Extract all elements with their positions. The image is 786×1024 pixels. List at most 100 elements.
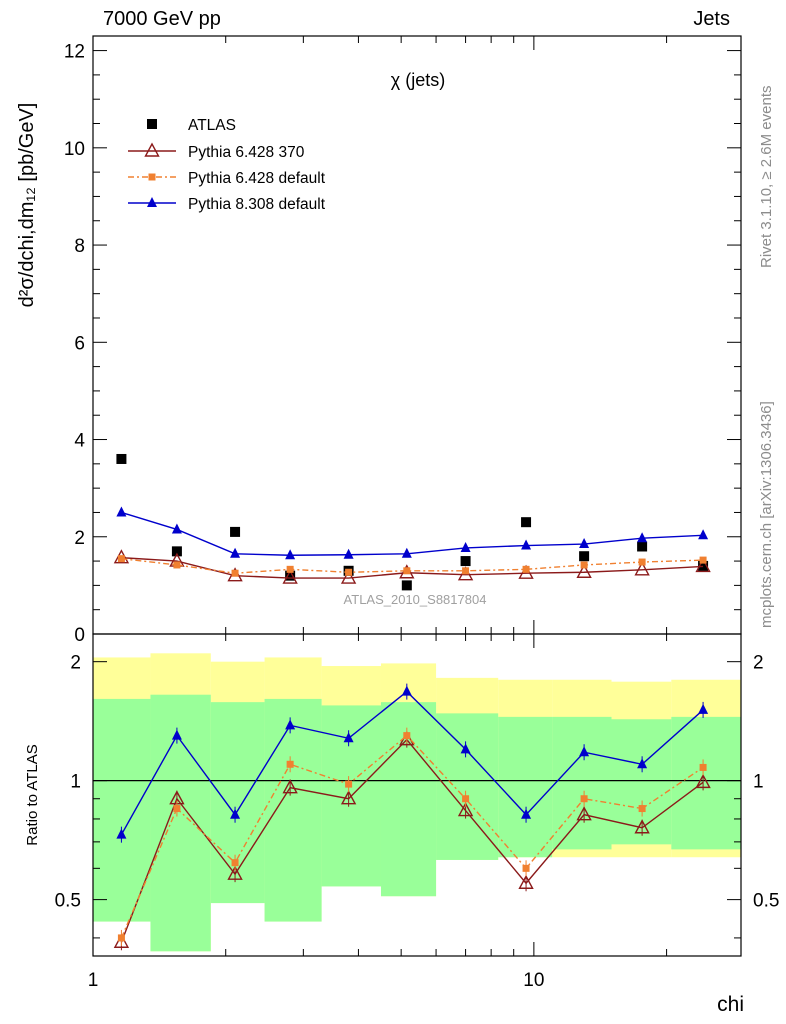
ratio-point-pythia-8-308-default bbox=[460, 743, 471, 754]
ratio-band-inner bbox=[93, 698, 151, 922]
main-point-pythia-8-308-default bbox=[637, 532, 648, 543]
main-point-atlas bbox=[401, 580, 412, 591]
ratio-ytick-label-right: 1 bbox=[753, 772, 764, 793]
ratio-point-pythia-8-308-default bbox=[116, 828, 127, 839]
ratio-point-pythia-6-428-default bbox=[580, 795, 588, 803]
main-point-pythia-8-308-default bbox=[230, 547, 241, 558]
main-point-pythia-6-428-default bbox=[345, 568, 353, 576]
main-point-atlas bbox=[285, 570, 296, 581]
ratio-ytick-label: 1 bbox=[70, 772, 81, 793]
ratio-point-pythia-6-428-370 bbox=[576, 806, 592, 821]
main-point-pythia-6-428-default bbox=[173, 561, 181, 569]
ratio-point-pythia-6-428-default bbox=[522, 864, 530, 872]
main-point-atlas bbox=[116, 453, 127, 464]
main-point-pythia-6-428-default bbox=[117, 555, 125, 563]
main-ylabel: d²σ/dchi,dm₁₂ [pb/GeV] bbox=[16, 103, 38, 308]
main-point-pythia-6-428-default bbox=[580, 561, 588, 569]
legend-label-pythia-8-308-default: Pythia 8.308 default bbox=[188, 196, 326, 213]
ratio-point-pythia-6-428-default bbox=[286, 760, 294, 768]
ratio-point-pythia-8-308-default bbox=[698, 703, 709, 714]
ratio-band-inner bbox=[671, 716, 741, 850]
main-point-pythia-6-428-370 bbox=[634, 561, 650, 576]
main-point-pythia-6-428-default bbox=[286, 565, 294, 573]
ratio-band-inner bbox=[380, 702, 437, 897]
ratio-ytick-label: 0.5 bbox=[55, 891, 81, 912]
main-panel: ATLAS_2010_S8817804 χ (jets) ATLAS Pythia 6… bbox=[16, 35, 742, 646]
analysis-watermark: ATLAS_2010_S8817804 bbox=[344, 592, 487, 607]
main-point-pythia-6-428-default bbox=[638, 558, 646, 566]
xtick-label: 10 bbox=[523, 970, 544, 991]
ratio-point-pythia-8-308-default bbox=[230, 808, 241, 819]
ratio-ytick-label: 2 bbox=[70, 653, 81, 674]
main-line-pythia-8-308-default bbox=[121, 511, 704, 556]
xtick-label: 1 bbox=[88, 970, 99, 991]
main-point-pythia-8-308-default bbox=[521, 539, 532, 550]
main-point-atlas bbox=[460, 556, 471, 567]
ratio-point-pythia-6-428-370 bbox=[695, 773, 711, 789]
main-point-pythia-8-308-default bbox=[285, 549, 296, 560]
main-point-pythia-6-428-370 bbox=[340, 569, 357, 584]
main-point-pythia-6-428-default bbox=[522, 565, 530, 573]
ratio-point-pythia-6-428-default bbox=[462, 795, 470, 803]
main-point-pythia-6-428-default bbox=[699, 556, 707, 564]
ratio-point-pythia-8-308-default bbox=[285, 719, 296, 730]
ratio-point-pythia-8-308-default bbox=[637, 758, 648, 769]
main-point-atlas bbox=[698, 560, 709, 571]
ratio-point-pythia-6-428-370 bbox=[227, 865, 243, 880]
ratio-point-pythia-6-428-370 bbox=[634, 819, 650, 834]
ratio-point-pythia-8-308-default bbox=[579, 746, 590, 757]
main-point-pythia-6-428-default bbox=[462, 567, 470, 575]
ratio-point-pythia-6-428-370 bbox=[282, 779, 298, 794]
ratio-ylabel: Ratio to ATLAS bbox=[24, 744, 41, 845]
main-point-pythia-6-428-370 bbox=[282, 569, 298, 584]
ratio-point-pythia-6-428-default bbox=[403, 732, 411, 740]
ratio-ytick-label-right: 0.5 bbox=[753, 891, 779, 912]
main-point-atlas bbox=[230, 526, 241, 537]
main-point-pythia-8-308-default bbox=[116, 506, 127, 517]
main-point-pythia-8-308-default bbox=[579, 538, 590, 549]
legend-marker-pythia-6-428-370 bbox=[144, 142, 160, 157]
ratio-band-inner bbox=[264, 698, 322, 922]
ratio-point-pythia-8-308-default bbox=[521, 808, 532, 819]
main-ytick-label: 2 bbox=[74, 528, 85, 549]
legend-label-pythia-6-428-default: Pythia 6.428 default bbox=[188, 170, 326, 187]
ratio-band-inner bbox=[611, 719, 672, 845]
ratio-point-pythia-6-428-default bbox=[117, 934, 125, 942]
ratio-point-pythia-8-308-default bbox=[171, 729, 182, 740]
ratio-point-pythia-6-428-default bbox=[231, 859, 239, 867]
main-ytick-label: 0 bbox=[74, 625, 85, 646]
main-point-pythia-6-428-370 bbox=[576, 563, 592, 578]
ratio-band-inner bbox=[150, 694, 211, 952]
main-point-pythia-6-428-default bbox=[231, 569, 239, 577]
ratio-panel: 0.5 0.5 1 1 2 2 Ratio to ATLAS 1 10 chi bbox=[24, 633, 779, 1016]
main-point-pythia-8-308-default bbox=[401, 547, 412, 558]
ratio-point-pythia-6-428-default bbox=[699, 763, 707, 771]
plot-title: χ (jets) bbox=[391, 70, 445, 90]
legend-label-pythia-6-428-370: Pythia 6.428 370 bbox=[188, 144, 305, 161]
ratio-frame bbox=[92, 633, 742, 957]
main-point-pythia-8-308-default bbox=[343, 548, 354, 559]
x-axis-label: chi bbox=[717, 993, 744, 1016]
main-ytick-label: 12 bbox=[64, 42, 85, 63]
main-ytick-label: 6 bbox=[74, 333, 85, 354]
energy-label: 7000 GeV pp bbox=[103, 8, 221, 30]
ratio-line-pythia-6-428-default bbox=[120, 734, 704, 939]
main-ytick-label: 10 bbox=[64, 139, 85, 160]
main-point-atlas bbox=[521, 517, 532, 528]
ratio-point-pythia-6-428-370 bbox=[340, 790, 357, 805]
ratio-band-inner bbox=[552, 716, 612, 850]
main-point-pythia-6-428-default bbox=[403, 567, 411, 575]
process-label: Jets bbox=[693, 8, 730, 30]
ratio-point-pythia-8-308-default bbox=[401, 685, 412, 696]
ratio-point-pythia-8-308-default bbox=[343, 732, 354, 743]
main-point-pythia-8-308-default bbox=[171, 523, 182, 534]
legend-label-atlas: ATLAS bbox=[188, 117, 236, 134]
main-ytick-label: 4 bbox=[74, 431, 85, 452]
legend-marker-pythia-8-308-default bbox=[147, 197, 157, 207]
main-point-pythia-6-428-370 bbox=[695, 557, 711, 573]
ratio-point-pythia-6-428-370 bbox=[457, 802, 474, 817]
main-point-pythia-8-308-default bbox=[698, 529, 709, 540]
main-point-pythia-8-308-default bbox=[460, 541, 471, 552]
ratio-point-pythia-6-428-370 bbox=[518, 874, 534, 889]
